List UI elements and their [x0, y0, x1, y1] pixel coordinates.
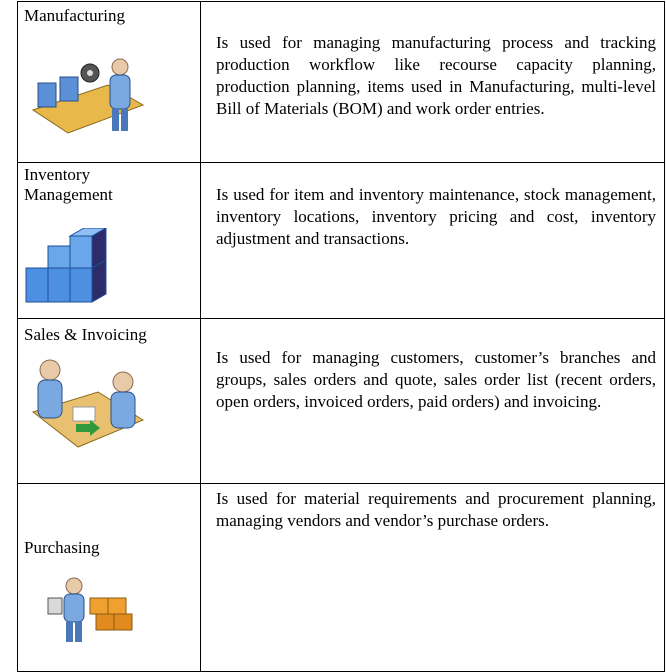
- module-name: Inventory Management: [24, 165, 113, 204]
- inventory-icon: [25, 228, 108, 303]
- sales-icon: [31, 359, 145, 448]
- table-border: [200, 1, 201, 672]
- module-description: Is used for managing customers, customer…: [216, 348, 656, 411]
- module-name: Manufacturing: [24, 6, 126, 25]
- table-border: [17, 1, 18, 672]
- module-description: Is used for managing manufacturing proce…: [216, 33, 656, 118]
- table-border: [664, 1, 665, 672]
- module-name: Sales & Invoicing: [24, 325, 147, 344]
- table-border: [17, 162, 665, 163]
- module-description: Is used for material requirements and pr…: [216, 489, 656, 530]
- module-name: Purchasing: [24, 538, 100, 557]
- module-description: Is used for item and inventory maintenan…: [216, 185, 656, 248]
- table-border: [17, 1, 665, 2]
- table-border: [17, 483, 665, 484]
- manufacturing-icon: [31, 58, 145, 134]
- table-border: [17, 318, 665, 319]
- purchasing-icon: [47, 577, 133, 642]
